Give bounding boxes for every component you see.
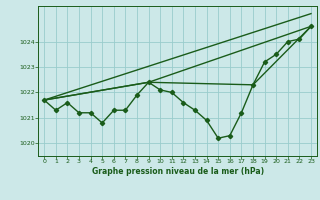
- X-axis label: Graphe pression niveau de la mer (hPa): Graphe pression niveau de la mer (hPa): [92, 167, 264, 176]
